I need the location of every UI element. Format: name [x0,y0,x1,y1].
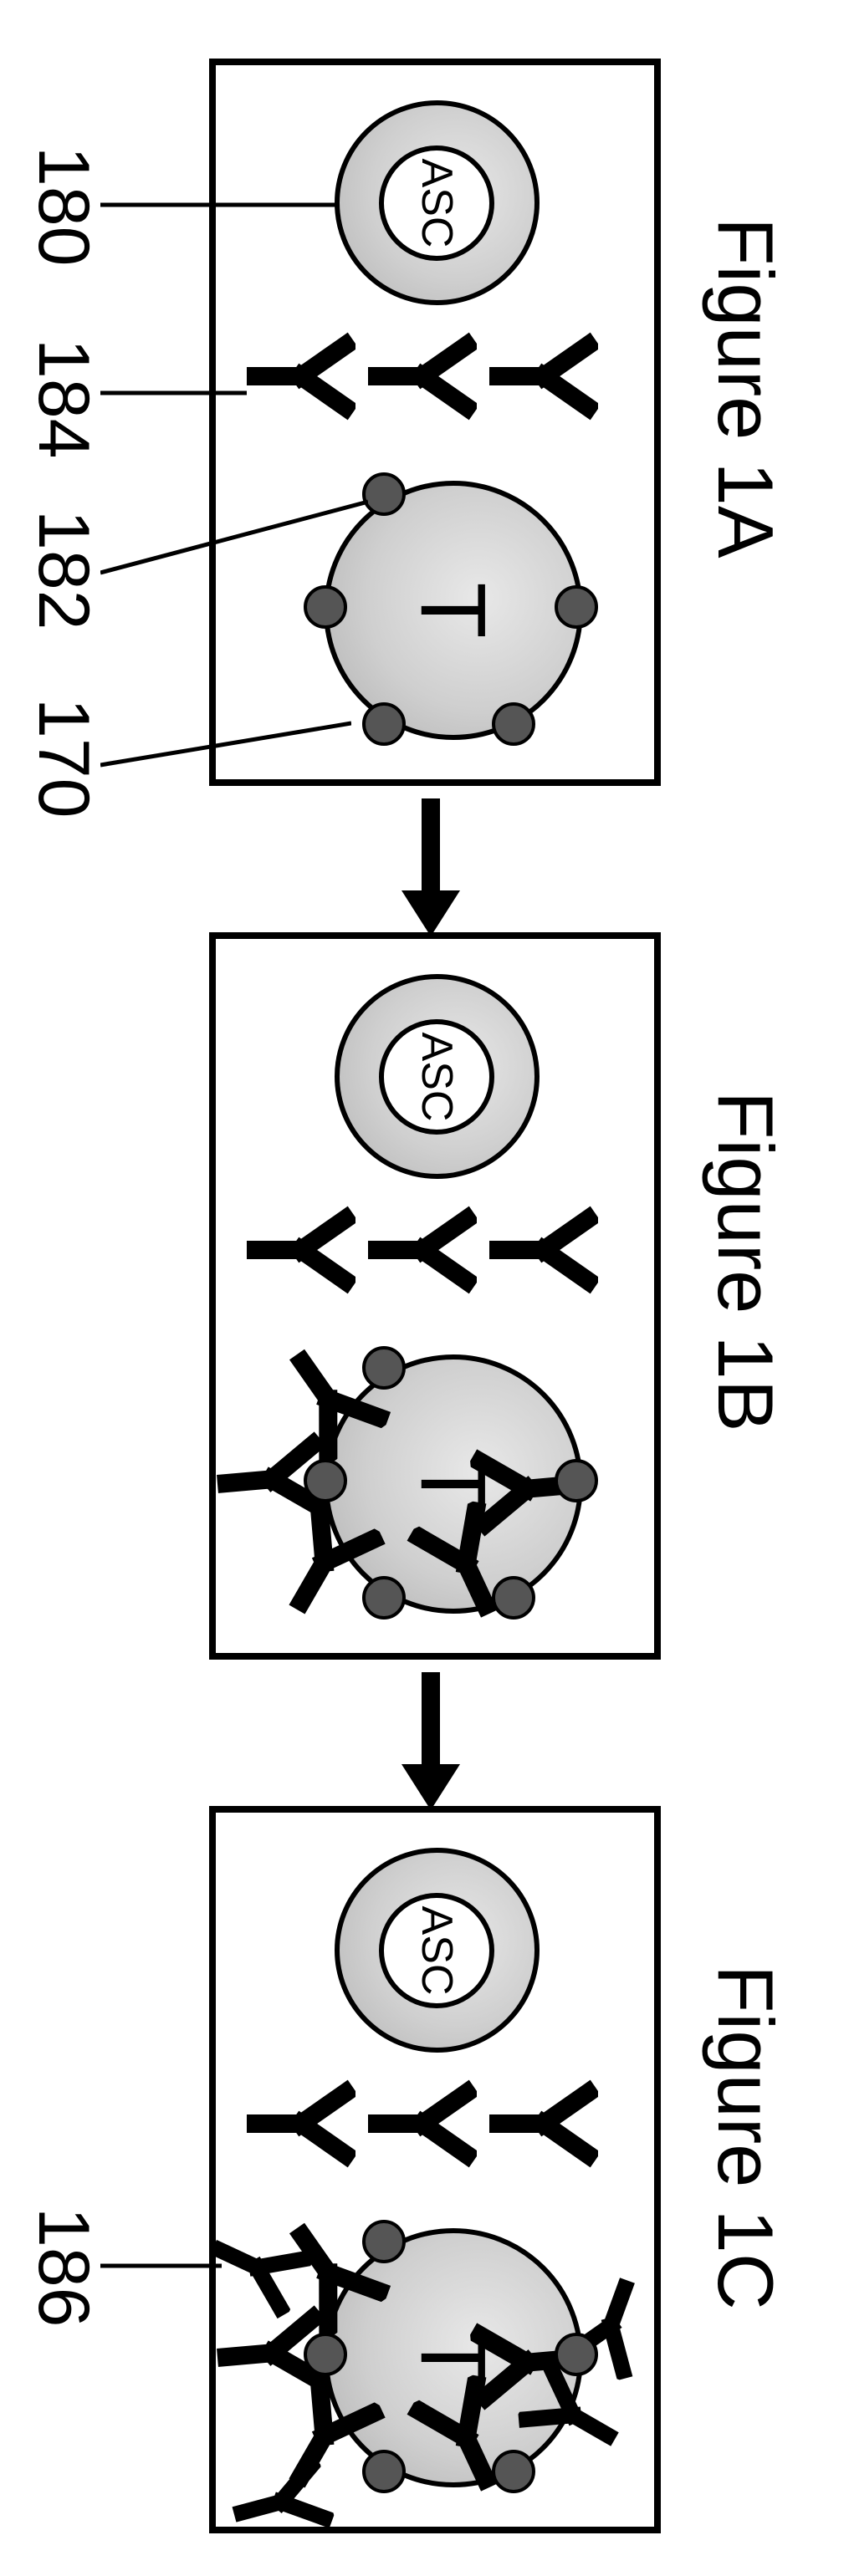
epitope-a-2 [492,702,535,746]
asc-cell-a: ASC [335,100,540,305]
antibody-b-3 [247,1204,355,1296]
epitope-c-5 [362,2220,406,2263]
antibody-a-1 [489,330,598,422]
epitope-b-1 [555,1459,598,1502]
epitope-b-2 [492,1576,535,1620]
antibody-c-3 [247,2078,355,2170]
leader-180 [100,188,339,222]
antibody-b-2 [368,1204,477,1296]
leader-184 [100,376,247,410]
ref-170: 170 [22,698,105,819]
epitope-a-5 [362,472,406,516]
leader-170 [100,719,351,786]
epitope-c-2 [492,2450,535,2493]
asc-cell-c: ASC [335,1848,540,2053]
epitope-b-5 [362,1346,406,1390]
target-label-a: T [401,582,507,638]
epitope-c-3 [362,2450,406,2493]
asc-cell-b: ASC [335,974,540,1179]
asc-inner-c: ASC [379,1893,494,2008]
epitope-b-3 [362,1576,406,1620]
ref-186: 186 [22,2207,105,2328]
epitope-a-3 [362,702,406,746]
arrow-b-c [397,1672,464,1810]
arrow-a-b [397,798,464,936]
ref-184: 184 [22,339,105,459]
page: Figure 1A ASC T 180 [0,0,849,2576]
epitope-a-1 [555,585,598,629]
asc-label-c: ASC [412,1906,462,1996]
epitope-c-1 [555,2333,598,2376]
asc-label-a: ASC [412,159,462,248]
panel-b-title: Figure 1B [700,1091,790,1432]
asc-label-b: ASC [412,1033,462,1122]
ref-182: 182 [22,510,105,630]
antibody-c-1 [489,2078,598,2170]
leader-186 [100,2249,222,2283]
antibody-a-2 [368,330,477,422]
figure-canvas: Figure 1A ASC T 180 [0,0,849,2576]
asc-inner-a: ASC [379,145,494,261]
antibody-b-1 [489,1204,598,1296]
epitope-c-4 [304,2333,347,2376]
asc-inner-b: ASC [379,1019,494,1135]
antibody-c-2 [368,2078,477,2170]
epitope-b-4 [304,1459,347,1502]
panel-a-title: Figure 1A [700,217,790,559]
leader-182 [100,497,368,598]
panel-c-title: Figure 1C [700,1965,790,2310]
ref-180: 180 [22,146,105,267]
antibody-a-3 [247,330,355,422]
